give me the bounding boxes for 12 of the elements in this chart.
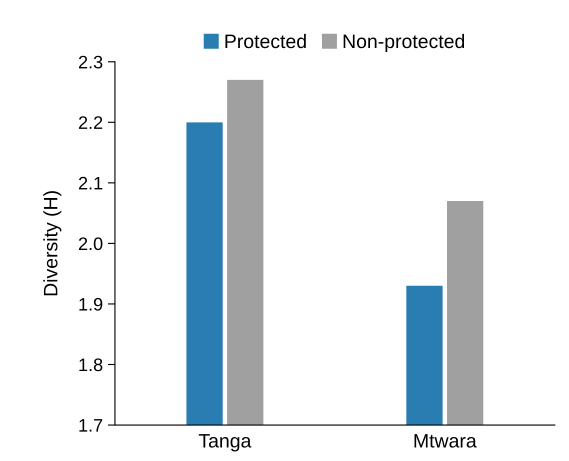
y-tick-label: 1.8 (79, 358, 102, 372)
y-axis-title: Diversity (H) (43, 191, 62, 296)
y-tick-label: 1.7 (79, 419, 102, 432)
legend-label: Non-protected (344, 34, 464, 52)
y-tick-label: 1.9 (79, 298, 102, 311)
y-tick-label: 2.1 (78, 176, 102, 190)
y-tick-label: 2.0 (78, 237, 102, 250)
y-tick-label: 2.2 (78, 116, 102, 129)
y-tick-label: 2.3 (78, 56, 102, 68)
legend-label: Protected (225, 34, 306, 48)
x-tick-label: Mtwara (414, 434, 477, 448)
x-tick-label: Tanga (198, 434, 252, 452)
